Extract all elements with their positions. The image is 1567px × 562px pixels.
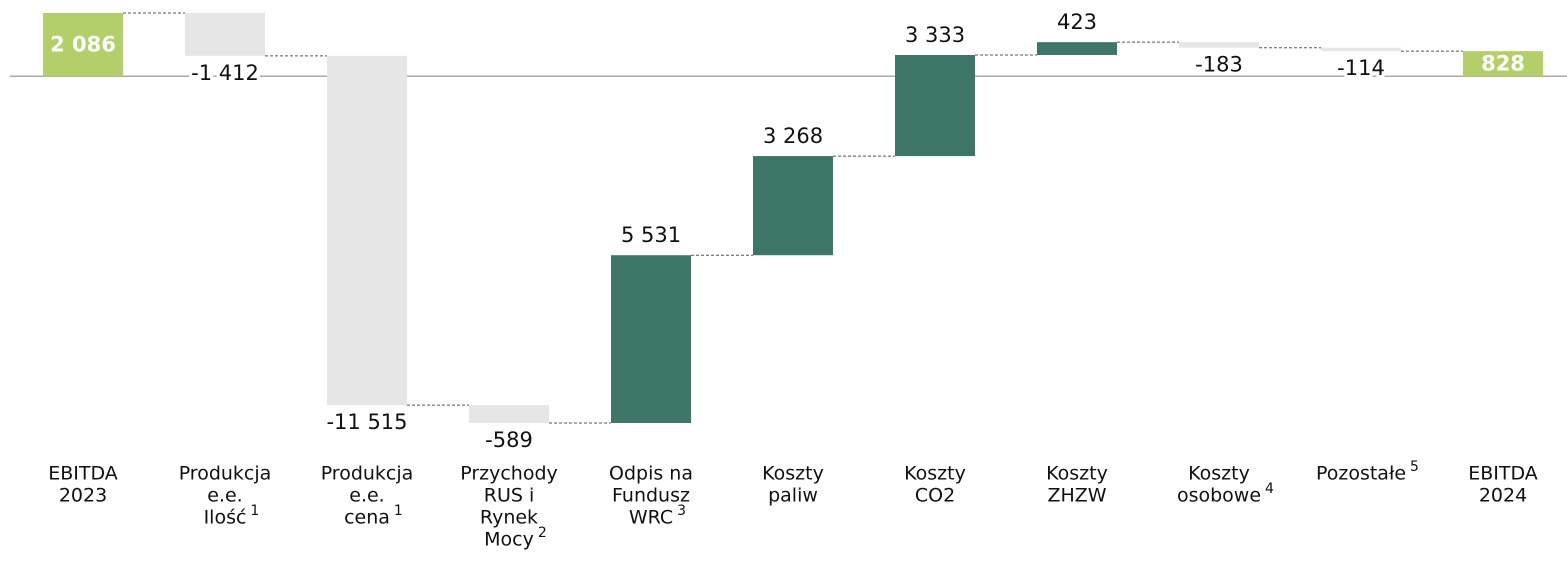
bar — [1321, 47, 1401, 52]
category-label: 2024 — [1479, 485, 1527, 507]
category-label: Rynek — [480, 507, 538, 529]
category-label: Koszty — [1188, 463, 1250, 485]
bar — [185, 13, 265, 56]
footnote-marker: 1 — [250, 503, 259, 519]
bar — [1463, 51, 1543, 77]
value-label: 3 333 — [905, 23, 965, 47]
value-label: 3 268 — [763, 124, 823, 148]
footnote-marker: 1 — [394, 503, 403, 519]
bar — [611, 255, 691, 423]
footnote-marker: 3 — [677, 503, 686, 519]
category-label: Mocy — [484, 529, 534, 551]
footnote-marker: 4 — [1265, 481, 1274, 497]
category-label: Koszty — [762, 463, 824, 485]
category-label: RUS i — [484, 485, 535, 507]
value-label: -1 412 — [191, 61, 259, 85]
bar — [1179, 42, 1259, 48]
bar — [43, 13, 123, 77]
category-label: EBITDA — [48, 463, 118, 485]
category-label: Ilość — [204, 507, 247, 529]
bar — [469, 405, 549, 423]
footnote-marker: 2 — [538, 525, 547, 541]
bar — [327, 55, 407, 406]
value-label: 5 531 — [621, 223, 681, 247]
category-label: WRC — [629, 507, 673, 529]
category-label: ZHZW — [1047, 485, 1106, 507]
category-label: e.e. — [207, 485, 242, 507]
category-label: Koszty — [904, 463, 966, 485]
category-label: cena — [344, 507, 390, 529]
value-label: 828 — [1481, 52, 1525, 76]
category-label: e.e. — [349, 485, 384, 507]
value-label: -114 — [1337, 56, 1385, 80]
category-label: EBITDA — [1468, 463, 1538, 485]
category-label: paliw — [768, 485, 818, 507]
category-label: CO2 — [915, 485, 955, 507]
bar — [895, 54, 975, 157]
category-label: Koszty — [1046, 463, 1108, 485]
value-label: -11 515 — [326, 410, 407, 434]
value-label: 2 086 — [50, 33, 116, 57]
category-label: osobowe — [1177, 485, 1261, 507]
category-label: Odpis na — [609, 463, 693, 485]
category-label: Produkcja — [321, 463, 414, 485]
category-label: Przychody — [460, 463, 558, 485]
bar — [1037, 42, 1117, 55]
category-label: Fundusz — [612, 485, 690, 507]
value-label: -183 — [1195, 53, 1243, 77]
footnote-marker: 5 — [1410, 459, 1419, 475]
value-label: -589 — [485, 428, 533, 452]
category-label: Produkcja — [179, 463, 272, 485]
bar — [753, 156, 833, 256]
category-label: 2023 — [59, 485, 107, 507]
value-label: 423 — [1057, 10, 1097, 34]
category-label: Pozostałe — [1316, 463, 1406, 485]
